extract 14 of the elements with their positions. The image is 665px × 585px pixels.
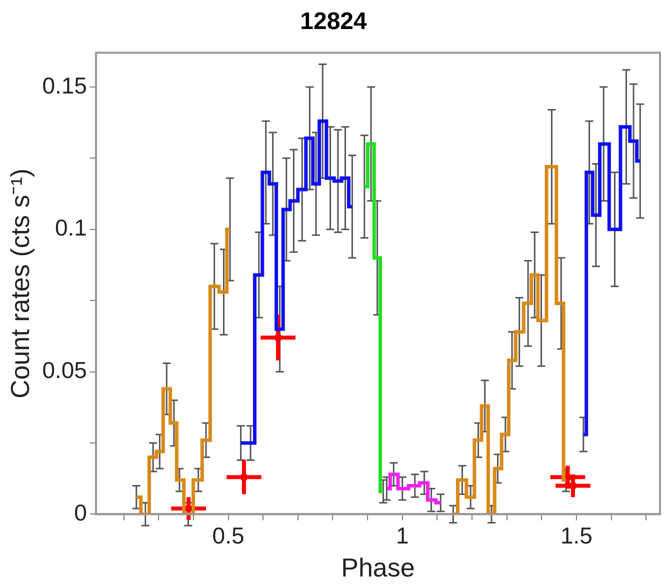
- y-tick-label: 0.15: [42, 72, 87, 98]
- point: [186, 506, 192, 512]
- x-axis-title: Phase: [341, 552, 415, 583]
- x-tick-label: 1: [396, 522, 409, 548]
- point: [275, 334, 282, 341]
- y-tick-label: 0.05: [42, 357, 87, 384]
- x-tick-label: 0.5: [212, 522, 244, 548]
- point: [240, 474, 247, 480]
- chart-title: 12824: [300, 8, 368, 36]
- y-axis-title: Count rates (cts s⁻¹): [4, 168, 35, 399]
- y-tick-label: 0.1: [54, 214, 87, 241]
- y-tick-label: 0: [74, 500, 87, 526]
- x-tick-label: 1.5: [560, 522, 592, 548]
- point: [570, 482, 576, 489]
